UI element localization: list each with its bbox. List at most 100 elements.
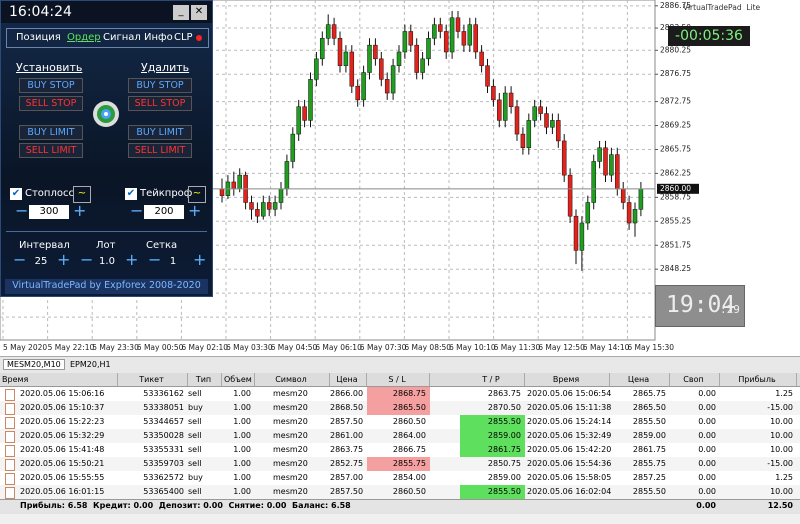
y-tick-label: 2872.75 xyxy=(660,97,691,106)
table-cell: 0.00 xyxy=(698,389,716,398)
y-tick-label: 2862.25 xyxy=(660,168,691,177)
current-price-box xyxy=(657,183,699,194)
table-cell: 2854.00 xyxy=(392,473,426,482)
table-cell: mesm20 xyxy=(273,417,308,426)
minus-button[interactable]: − xyxy=(80,250,94,269)
column-header: Символ xyxy=(255,373,330,386)
delete-button[interactable]: BUY LIMIT xyxy=(128,125,192,140)
x-tick-label: 6 May 02:10 xyxy=(181,343,228,352)
tab[interactable]: Сигнал xyxy=(103,32,141,43)
checkbox[interactable]: ✔ xyxy=(10,188,22,200)
candle-body xyxy=(544,113,549,128)
grid-value[interactable]: 1 xyxy=(169,256,177,267)
candle-body xyxy=(520,133,526,149)
tab[interactable]: Позиция xyxy=(16,32,61,43)
lot-label: Лот xyxy=(96,240,116,251)
indicator-label: VirtualTradePad Lite xyxy=(683,3,761,12)
candle-body xyxy=(461,31,467,46)
candle-body xyxy=(296,106,301,135)
stoploss-value[interactable]: 300 xyxy=(29,205,69,219)
candle-body xyxy=(266,202,272,210)
plus-button[interactable]: + xyxy=(125,250,139,269)
candle-body xyxy=(325,24,331,39)
candle-body xyxy=(579,222,585,251)
candle-body xyxy=(532,106,537,121)
x-tick-label: 6 May 10:10 xyxy=(449,343,496,352)
candle-body xyxy=(491,85,496,101)
interval-value[interactable]: 25 xyxy=(34,256,48,267)
tab[interactable]: Инфо xyxy=(144,32,173,43)
target-icon[interactable] xyxy=(91,99,121,129)
candle-body xyxy=(626,202,632,224)
table-cell: sell xyxy=(188,431,202,440)
table-cell: 2855.50 xyxy=(460,415,525,429)
candle-body xyxy=(367,44,372,73)
candle-body xyxy=(408,31,414,46)
y-tick-label: 2876.75 xyxy=(660,69,691,78)
table-cell: 2020.05.06 15:50:21 xyxy=(20,459,105,468)
minus-button[interactable]: − xyxy=(15,201,29,220)
candle-body xyxy=(349,51,355,87)
minus-button[interactable]: − xyxy=(130,201,144,220)
order-button[interactable]: BUY STOP xyxy=(19,78,83,93)
table-cell: 2865.75 xyxy=(632,389,666,398)
checkbox[interactable]: ✔ xyxy=(125,188,137,200)
table-cell: 2020.05.06 15:22:23 xyxy=(20,417,105,426)
plus-button[interactable]: + xyxy=(188,201,202,220)
chart-tab[interactable]: EPM20,H1 xyxy=(70,360,111,369)
delete-button[interactable]: BUY STOP xyxy=(128,78,192,93)
clock-seconds: :29 xyxy=(720,303,740,316)
order-button[interactable]: BUY LIMIT xyxy=(19,125,83,140)
stoploss-label: Стоплосс xyxy=(25,188,74,199)
delete-button[interactable]: SELL LIMIT xyxy=(128,143,192,158)
y-tick-label: 2865.75 xyxy=(660,144,691,153)
table-cell: 53344657 xyxy=(143,417,184,426)
table-cell: 2020.05.06 15:11:38 xyxy=(527,403,612,412)
table-cell: 2020.05.06 15:54:36 xyxy=(527,459,612,468)
table-cell: 53362572 xyxy=(143,473,184,482)
lot-value[interactable]: 1.0 xyxy=(99,256,115,267)
candle-body xyxy=(615,154,620,190)
table-cell: 2020.05.06 15:41:48 xyxy=(20,445,105,454)
x-tick-label: 6 May 00:50 xyxy=(137,343,184,352)
clock-box: 19:04 :29 xyxy=(655,285,745,327)
tab[interactable]: CLP xyxy=(174,32,193,43)
delete-button[interactable]: SELL STOP xyxy=(128,96,192,111)
table-cell: 2861.00 xyxy=(330,431,364,440)
table-cell: 2863.75 xyxy=(487,389,521,398)
table-cell: 2861.75 xyxy=(460,443,525,457)
plus-button[interactable]: + xyxy=(73,201,87,220)
candle-body xyxy=(361,72,366,101)
close-button[interactable]: ✕ xyxy=(191,5,207,20)
chart-tab[interactable]: MESM20,M10 xyxy=(3,359,65,370)
clock-time: 19:04 xyxy=(666,292,736,318)
table-cell: 2020.05.06 15:32:29 xyxy=(20,431,105,440)
x-tick-label: 5 May 2020 xyxy=(3,343,47,352)
minus-button[interactable]: − xyxy=(13,250,27,269)
column-header: Тикет xyxy=(118,373,188,386)
table-cell: 1.25 xyxy=(775,389,793,398)
tab[interactable]: Ордер xyxy=(67,32,101,43)
toggle[interactable]: ~ xyxy=(188,186,206,203)
plus-button[interactable]: + xyxy=(57,250,71,269)
y-tick-label: 2880.25 xyxy=(660,45,691,54)
table-cell: 2020.05.06 15:58:05 xyxy=(527,473,612,482)
table-cell: 1.25 xyxy=(775,473,793,482)
candle-body xyxy=(402,31,408,53)
order-button[interactable]: SELL LIMIT xyxy=(19,143,83,158)
candle-body xyxy=(384,79,390,94)
takeprofit-value[interactable]: 200 xyxy=(144,205,184,219)
toggle[interactable]: ~ xyxy=(73,186,91,203)
current-price-label: 2860.00 xyxy=(660,184,691,193)
table-cell: 2857.00 xyxy=(330,473,364,482)
order-button[interactable]: SELL STOP xyxy=(19,96,83,111)
plus-button[interactable]: + xyxy=(193,250,207,269)
minimize-button[interactable]: _ xyxy=(173,5,189,20)
x-tick-label: 6 May 12:50 xyxy=(538,343,585,352)
minus-button[interactable]: − xyxy=(148,250,162,269)
table-cell: mesm20 xyxy=(273,389,308,398)
table-cell: 2870.50 xyxy=(487,403,521,412)
y-tick-label: 2869.25 xyxy=(660,121,691,130)
x-tick-label: 6 May 07:30 xyxy=(360,343,407,352)
candle-body xyxy=(272,202,278,210)
